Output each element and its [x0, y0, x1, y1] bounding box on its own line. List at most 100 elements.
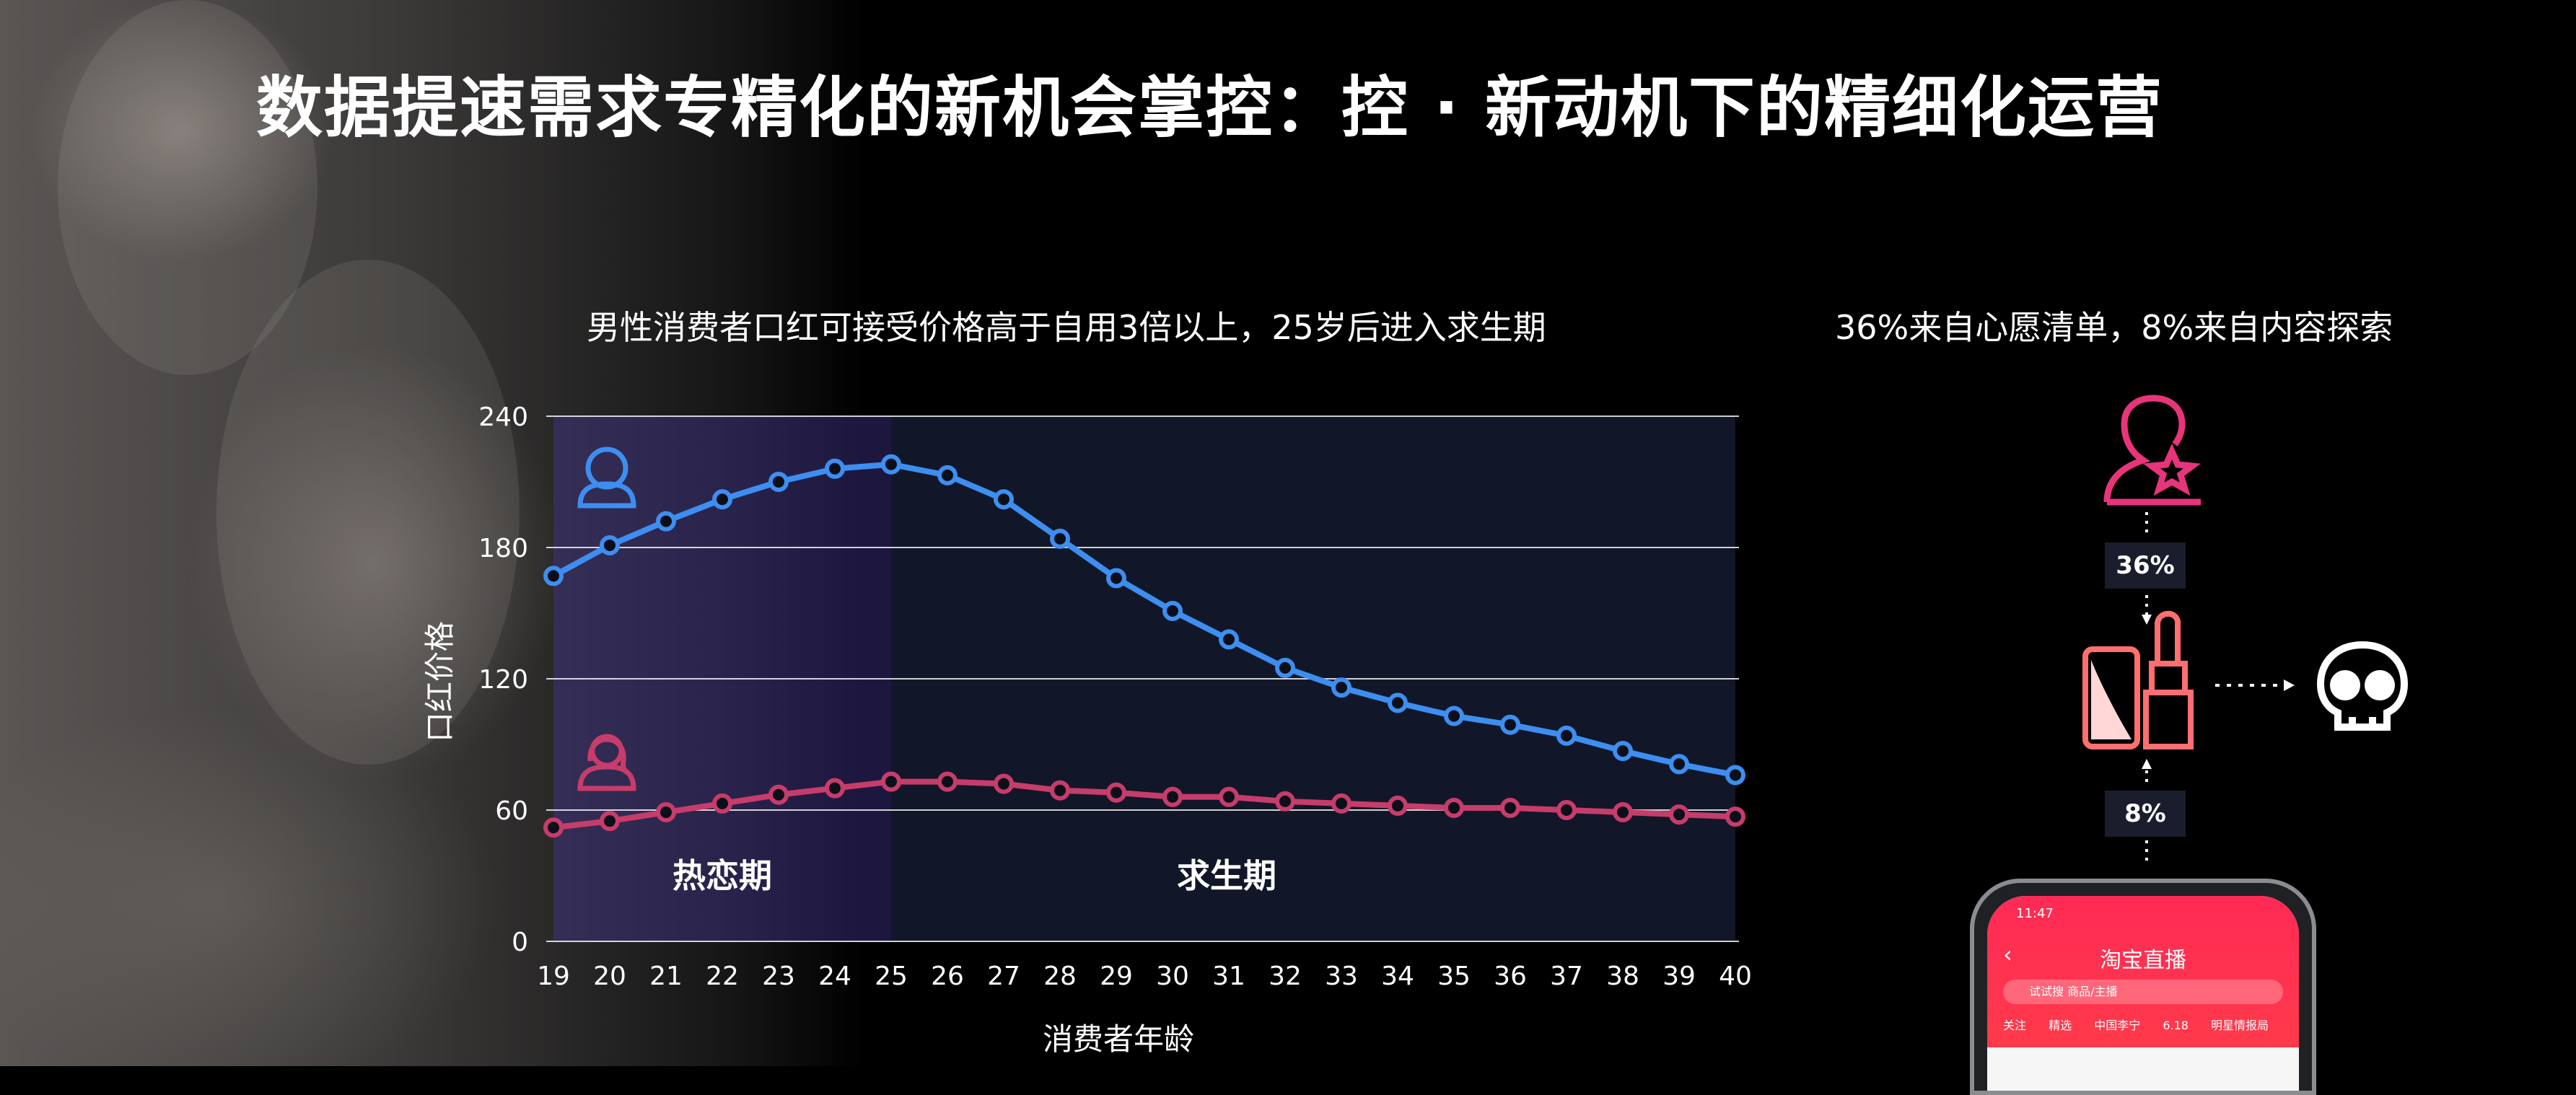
- chart-series: [543, 454, 1745, 838]
- y-tick-labels: 0 60 120 180 240: [478, 403, 528, 957]
- data-point: [1669, 804, 1689, 825]
- line-chart: 0 60 120 180 240 19 20 21 22 23 24 25 26 27 28 29 30 31 3…: [422, 395, 2409, 1057]
- data-point: [1388, 692, 1408, 713]
- x-tick-label: 20: [593, 962, 626, 991]
- y-tick-label: 180: [478, 534, 528, 563]
- y-axis-label: 口红价格: [422, 621, 457, 742]
- phone-tab[interactable]: 明星情报局: [2211, 1019, 2269, 1032]
- flow-connector-top: [2142, 512, 2152, 625]
- x-tick-label: 21: [649, 962, 683, 991]
- data-point: [1444, 705, 1464, 726]
- data-point: [768, 472, 789, 492]
- background-photo: [0, 0, 866, 1066]
- wishlist-star-icon: [2103, 395, 2201, 506]
- phone-tabs: 关注 精选 中国李宁 6.18 明星情报局: [2003, 1016, 2292, 1033]
- data-point: [1219, 786, 1239, 807]
- page-title: 数据提速需求专精化的新机会掌控：控 · 新动机下的精细化运营: [256, 69, 2164, 146]
- wishlist-percent-badge: 36%: [2105, 542, 2186, 589]
- data-point: [1613, 741, 1633, 762]
- phone-app-header: 11:47 ‹ 淘宝直播 试试搜 商品/主播 关注 精选 中国李宁 6.18 明…: [1987, 896, 2299, 1047]
- data-point: [1162, 600, 1183, 621]
- data-point: [600, 535, 620, 555]
- phone-tab[interactable]: 精选: [2049, 1019, 2072, 1032]
- x-tick-label: 35: [1437, 962, 1471, 991]
- data-point: [600, 811, 620, 832]
- phone-search-input[interactable]: 试试搜 商品/主播: [2003, 980, 2283, 1004]
- phone-tab[interactable]: 关注: [2003, 1019, 2027, 1032]
- data-point: [768, 784, 789, 805]
- series-0: [543, 454, 1745, 786]
- flow-connector-bottom: [2142, 759, 2152, 866]
- data-point: [994, 773, 1014, 794]
- x-tick-label: 19: [537, 962, 570, 991]
- data-point: [1500, 797, 1520, 818]
- x-tick-label: 27: [987, 962, 1020, 991]
- data-point: [1725, 806, 1745, 827]
- right-subtitle: 36%来自心愿清单，8%来自内容探索: [1835, 308, 2393, 347]
- y-tick-label: 240: [478, 403, 528, 432]
- x-axis-label: 消费者年龄: [1043, 1021, 1194, 1057]
- data-point: [656, 511, 676, 532]
- phone-tab[interactable]: 6.18: [2163, 1019, 2189, 1032]
- x-tick-label: 34: [1381, 962, 1414, 991]
- data-point: [1331, 677, 1351, 698]
- data-point: [881, 454, 901, 475]
- data-point: [881, 771, 901, 792]
- skull-icon: [2316, 641, 2409, 731]
- female-user-icon: [577, 734, 636, 791]
- series-line: [552, 461, 1736, 778]
- phone-tab[interactable]: 中国李宁: [2094, 1019, 2141, 1032]
- zone-label: 热恋期: [673, 856, 772, 895]
- chart-grid: [546, 415, 1739, 942]
- x-tick-label: 29: [1100, 962, 1133, 991]
- zone-label: 求生期: [1177, 856, 1276, 895]
- male-user-icon: [577, 447, 636, 509]
- x-tick-label: 31: [1212, 962, 1245, 991]
- data-point: [1331, 793, 1351, 814]
- data-point: [1050, 528, 1070, 549]
- data-point: [1556, 800, 1577, 820]
- zone-labels: 热恋期 求生期: [673, 856, 1276, 895]
- data-point: [1219, 629, 1239, 650]
- x-tick-label: 22: [706, 962, 739, 991]
- photo-figure-man: [58, 0, 317, 375]
- data-point: [1275, 657, 1295, 678]
- data-point: [1106, 568, 1126, 589]
- data-point: [543, 566, 564, 586]
- data-point: [1556, 725, 1577, 746]
- y-tick-label: 120: [478, 665, 528, 695]
- data-point: [1500, 714, 1520, 735]
- series-line: [553, 778, 1736, 831]
- x-tick-label: 33: [1325, 962, 1358, 991]
- data-point: [1050, 780, 1070, 801]
- x-tick-label: 25: [875, 962, 908, 991]
- x-tick-label: 39: [1662, 962, 1696, 991]
- content-percent-badge: 8%: [2105, 791, 2186, 837]
- data-point: [1388, 795, 1408, 816]
- arrow-dots-right: [2215, 680, 2295, 691]
- y-tick-label: 0: [512, 928, 528, 957]
- phone-app-title: 淘宝直播: [2100, 948, 2186, 973]
- data-point: [937, 465, 958, 485]
- y-tick-label: 60: [495, 796, 528, 826]
- data-point: [543, 817, 564, 838]
- x-tick-label: 30: [1156, 962, 1189, 991]
- data-point: [825, 458, 845, 479]
- data-point: [1106, 782, 1126, 803]
- data-point: [937, 771, 958, 792]
- data-point: [1613, 802, 1633, 823]
- x-tick-label: 23: [762, 962, 795, 991]
- x-tick-label: 32: [1269, 962, 1302, 991]
- x-tick-label: 36: [1494, 962, 1527, 991]
- back-chevron-icon[interactable]: ‹: [2003, 941, 2012, 968]
- phone-mockup: 11:47 ‹ 淘宝直播 试试搜 商品/主播 关注 精选 中国李宁 6.18 明…: [1970, 879, 2316, 1095]
- data-point: [712, 793, 732, 814]
- x-tick-label: 37: [1550, 962, 1583, 991]
- x-tick-labels: 19 20 21 22 23 24 25 26 27 28 29 30 31 32 33 34 35 36 37 38…: [537, 962, 1752, 991]
- data-point: [1725, 765, 1745, 786]
- data-point: [1444, 797, 1464, 818]
- x-tick-label: 28: [1043, 962, 1077, 991]
- data-point: [1669, 754, 1689, 775]
- data-point: [1162, 786, 1183, 807]
- x-tick-label: 24: [818, 962, 851, 991]
